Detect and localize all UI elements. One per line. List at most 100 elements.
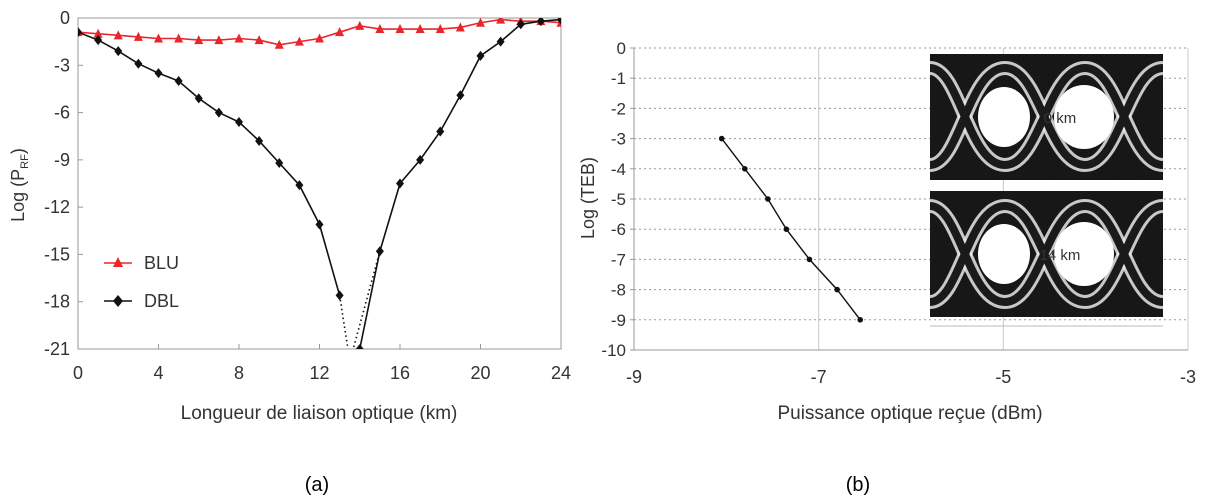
data-point-dbl	[456, 90, 465, 101]
x-tick-label: 0	[73, 363, 83, 383]
data-point-teb	[857, 317, 864, 323]
chart-a-ylabel: Log (PRF)	[8, 148, 31, 222]
data-point-blu	[254, 35, 264, 45]
data-point-blu	[395, 24, 405, 34]
data-point-teb	[783, 226, 790, 232]
x-tick-label: 20	[470, 363, 490, 383]
chart-b-ylabel: Log (TEB)	[578, 157, 598, 239]
eye-label-0km: 0 km	[1044, 110, 1077, 127]
series-line-dbl-dip-left	[338, 295, 349, 348]
data-point-dbl	[78, 27, 82, 38]
chart-b: -9 -7 -5 -30-1-2-3-4-5-6-7-8-9-10 0 km	[578, 39, 1196, 496]
data-point-blu	[174, 33, 184, 43]
legend-label-blu: BLU	[144, 253, 179, 273]
x-tick-label: 8	[234, 363, 244, 383]
y-tick-label: -15	[44, 244, 70, 264]
eye-diagram-14km: 14 km	[928, 191, 1165, 317]
chart-a-legend: BLU DBL	[104, 253, 179, 311]
data-point-blu	[415, 24, 425, 34]
y-tick-label: -21	[44, 339, 70, 359]
data-point-blu	[355, 20, 365, 30]
chart-a-xlabel: Longueur de liaison optique (km)	[181, 403, 458, 424]
data-point-blu	[315, 33, 324, 43]
data-point-dbl	[396, 178, 404, 189]
chart-a: 0 4 8 12 16 20 24 0 -3 -6 -9 -12 -15 -18 -21 Longueur …	[8, 8, 571, 496]
data-point-dbl	[275, 158, 284, 169]
y-tick-label: -2	[611, 99, 626, 118]
data-point-teb	[718, 135, 725, 142]
y-tick-label: 0	[617, 39, 626, 58]
y-tick-label: -5	[611, 190, 626, 209]
data-point-dbl	[114, 46, 123, 57]
eye-label-14km: 14 km	[1040, 247, 1081, 264]
series-line-dbl-dip-right	[352, 251, 381, 348]
y-tick-label: -8	[611, 281, 626, 300]
data-point-dbl	[295, 180, 304, 191]
y-tick-label: -9	[54, 150, 70, 170]
legend-marker-dbl	[113, 295, 123, 307]
data-point-blu	[194, 35, 204, 45]
data-point-dbl	[476, 50, 485, 61]
data-point-dbl	[134, 58, 143, 69]
data-point-dbl	[516, 19, 525, 30]
series-line-dbl-right	[358, 18, 561, 349]
data-point-dbl	[496, 36, 505, 47]
y-tick-label: 0	[60, 8, 70, 28]
data-point-dbl	[255, 135, 264, 146]
data-point-dbl	[214, 107, 223, 118]
data-point-dbl	[174, 76, 183, 87]
legend-marker-blu	[113, 257, 123, 267]
y-tick-label: -6	[611, 220, 626, 239]
data-point-teb	[806, 256, 813, 263]
x-tick-label: -5	[995, 367, 1011, 387]
data-point-dbl	[194, 93, 203, 104]
y-tick-label: -10	[601, 341, 626, 360]
data-point-dbl	[416, 154, 425, 165]
y-tick-label: -9	[611, 311, 626, 330]
x-tick-label: -3	[1180, 367, 1196, 387]
y-tick-label: -7	[611, 250, 626, 269]
x-tick-label: 4	[153, 363, 163, 383]
data-point-blu	[274, 39, 284, 49]
data-point-blu	[455, 22, 465, 32]
y-tick-label: -18	[44, 292, 70, 312]
data-point-blu	[154, 33, 163, 43]
data-point-dbl	[335, 290, 344, 301]
panel-label-a: (a)	[305, 474, 329, 496]
y-tick-label: -3	[611, 130, 626, 149]
legend-label-dbl: DBL	[144, 291, 179, 311]
data-point-dbl	[536, 18, 545, 27]
data-point-teb	[742, 166, 748, 172]
data-point-dbl	[235, 117, 243, 128]
x-tick-label: 16	[390, 363, 410, 383]
y-tick-label: -3	[54, 55, 70, 75]
y-tick-label: -4	[611, 160, 626, 179]
x-tick-label: -9	[626, 367, 642, 387]
data-point-blu	[496, 18, 506, 24]
data-point-blu	[133, 31, 143, 41]
data-point-dbl	[355, 344, 364, 349]
chart-b-xlabel: Puissance optique reçue (dBm)	[777, 403, 1042, 424]
y-tick-label: -12	[44, 197, 70, 217]
data-point-blu	[113, 30, 123, 40]
data-point-dbl	[154, 68, 163, 79]
data-point-blu	[214, 35, 224, 45]
x-tick-label: 12	[309, 363, 329, 383]
data-point-dbl	[94, 35, 103, 46]
legend-item-dbl: DBL	[104, 291, 179, 311]
data-point-dbl	[557, 18, 561, 25]
eye-diagram-insets: 0 km 14 km	[928, 54, 1165, 327]
data-point-dbl	[436, 126, 445, 137]
x-tick-label: 24	[551, 363, 571, 383]
data-point-blu	[294, 36, 304, 46]
data-point-dbl	[315, 219, 324, 230]
data-point-blu	[93, 28, 103, 38]
eye-diagram-0km: 0 km	[928, 54, 1165, 180]
data-point-blu	[435, 24, 445, 34]
data-point-blu	[375, 24, 385, 34]
x-tick-label: -7	[811, 367, 827, 387]
data-point-teb	[834, 286, 840, 293]
series-line-dbl-left	[78, 31, 341, 296]
y-tick-label: -1	[611, 69, 626, 88]
